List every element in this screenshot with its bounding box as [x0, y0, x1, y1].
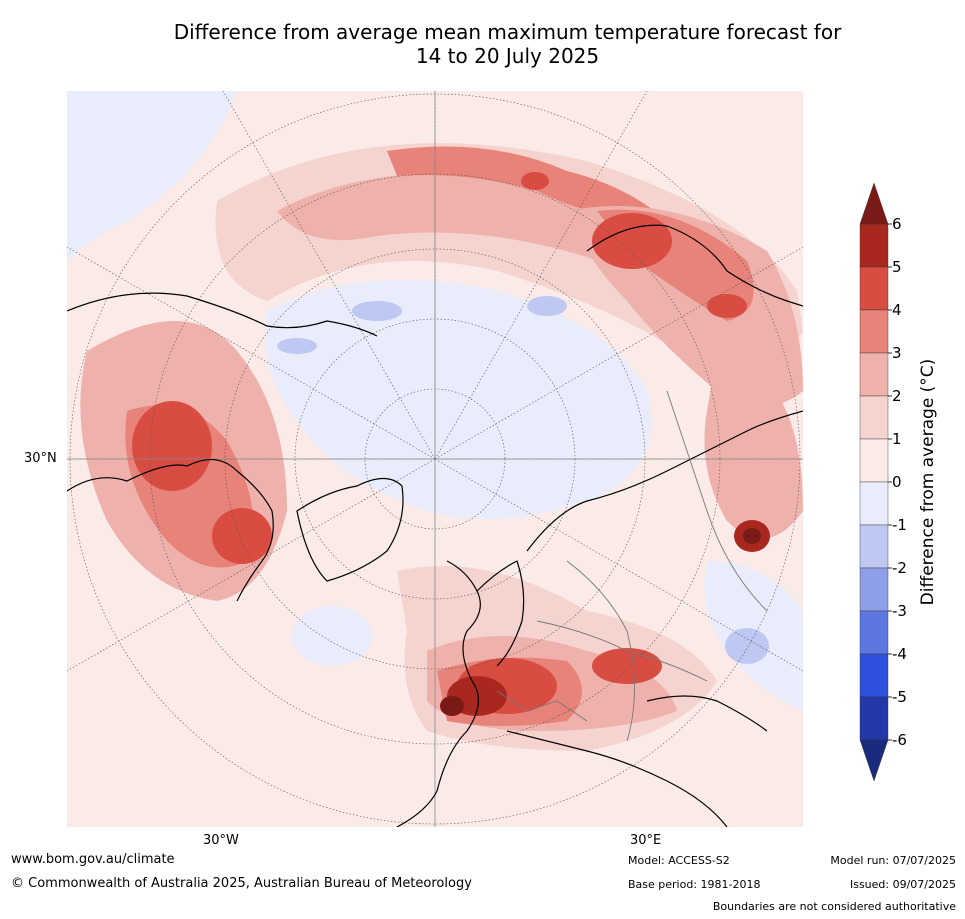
coast-alaska [67, 292, 378, 337]
website-text: www.bom.gov.au/climate [11, 852, 175, 867]
colorbar-block [859, 395, 889, 440]
coast-greenland [296, 477, 404, 582]
map-canvas [67, 91, 803, 827]
colorbar-tick-label: -1 [892, 516, 907, 534]
colorbar-block [859, 481, 889, 526]
colorbar-tick-label: -4 [892, 645, 907, 663]
colorbar: 6 5 4 3 2 1 0 -1 -2 -3 -4 -5 -6 [859, 182, 907, 782]
model-text: Model: ACCESS-S2 [628, 854, 730, 867]
coast-western-europe [396, 560, 481, 827]
siberia-hot-spot [592, 213, 672, 269]
colorbar-extend-bottom [859, 739, 889, 782]
meridian-120e [434, 246, 803, 460]
meridian-60w [67, 458, 436, 672]
colorbar-tick-label: -5 [892, 688, 907, 706]
coast-scandinavia [476, 560, 525, 667]
lat-label-30n: 30°N [24, 451, 57, 466]
meridian-60e [434, 458, 803, 672]
colorbar-block [859, 438, 889, 483]
colorbar-tick-label: 4 [892, 301, 902, 319]
colorbar-block [859, 567, 889, 612]
coast-black-caspian [646, 695, 768, 732]
coastlines [67, 224, 803, 827]
disclaimer-text: Boundaries are not considered authoritat… [712, 900, 956, 913]
colorbar-tick-label: 2 [892, 387, 902, 405]
colorbar-tick-label: -2 [892, 559, 907, 577]
colorbar-tick-label: 6 [892, 215, 902, 233]
chart-title: Difference from average mean maximum tem… [60, 20, 955, 68]
colorbar-ticks: 6 5 4 3 2 1 0 -1 -2 -3 -4 -5 -6 [888, 215, 907, 749]
central-asia-hot-core [743, 528, 761, 544]
polar-map [67, 91, 803, 827]
colorbar-block [859, 610, 889, 655]
lon-label-30e: 30°E [630, 833, 662, 848]
canada-hot [212, 508, 272, 564]
meridian-120w [67, 246, 436, 460]
pacific-hot-spot [521, 172, 549, 190]
europe-extreme [440, 696, 464, 716]
border-2 [566, 560, 635, 742]
colorbar-blocks [859, 223, 889, 741]
coast-russia-arctic [526, 410, 803, 552]
central-asia-warm [704, 351, 803, 539]
atlantic-cool [292, 606, 372, 666]
country-borders [496, 390, 768, 742]
colorbar-label: Difference from average (°C) [918, 358, 938, 606]
coast-east-siberia [586, 224, 803, 307]
cool-area-northwest [67, 91, 237, 261]
title-line-1: Difference from average mean maximum tem… [173, 20, 842, 44]
colorbar-block [859, 653, 889, 698]
coast-mediterranean [506, 730, 728, 827]
colorbar-block [859, 524, 889, 569]
north-america-hot [132, 401, 212, 491]
colorbar-tick-label: 3 [892, 344, 902, 362]
coast-north-america [67, 459, 274, 602]
issued-text: Issued: 09/07/2025 [849, 878, 956, 891]
colorbar-extend-top [859, 182, 889, 225]
border-1 [536, 620, 708, 682]
colorbar-tick-label: 5 [892, 258, 902, 276]
colorbar-block [859, 223, 889, 268]
model-run-text: Model run: 07/07/2025 [830, 854, 956, 867]
meridian-150w [222, 91, 436, 460]
colorbar-tick-label: -6 [892, 731, 907, 749]
colorbar-block [859, 352, 889, 397]
colorbar-tick-label: -3 [892, 602, 907, 620]
base-period-text: Base period: 1981-2018 [628, 878, 761, 891]
border-3 [666, 390, 768, 612]
colorbar-tick-label: 1 [892, 430, 902, 448]
colorbar-block [859, 266, 889, 311]
colorbar-tick-label: 0 [892, 473, 902, 491]
meridian-150e [434, 91, 648, 460]
title-line-2: 14 to 20 July 2025 [415, 44, 600, 68]
cool-patch-3 [277, 338, 317, 354]
copyright-text: © Commonwealth of Australia 2025, Austra… [11, 876, 472, 891]
asia-cool-patch [725, 628, 769, 664]
colorbar-block [859, 309, 889, 354]
colorbar-block [859, 696, 889, 741]
cool-patch-1 [352, 301, 402, 321]
border-4 [496, 690, 588, 722]
lon-label-30w: 30°W [203, 833, 239, 848]
eastern-europe-hot [592, 648, 662, 684]
siberia-hot-spot-2 [707, 294, 747, 318]
cool-patch-2 [527, 296, 567, 316]
